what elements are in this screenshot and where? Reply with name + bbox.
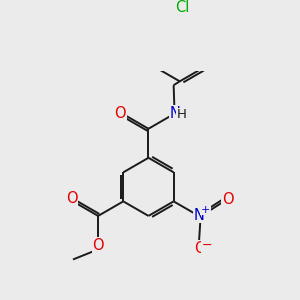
Text: O: O bbox=[66, 191, 77, 206]
Text: +: + bbox=[201, 205, 210, 215]
Text: H: H bbox=[177, 109, 187, 122]
Text: O: O bbox=[222, 192, 234, 207]
Text: N: N bbox=[170, 106, 181, 121]
Text: Cl: Cl bbox=[175, 0, 189, 15]
Text: N: N bbox=[194, 208, 205, 223]
Text: O: O bbox=[114, 106, 126, 121]
Text: −: − bbox=[202, 239, 212, 252]
Text: O: O bbox=[194, 241, 206, 256]
Text: O: O bbox=[92, 238, 104, 253]
